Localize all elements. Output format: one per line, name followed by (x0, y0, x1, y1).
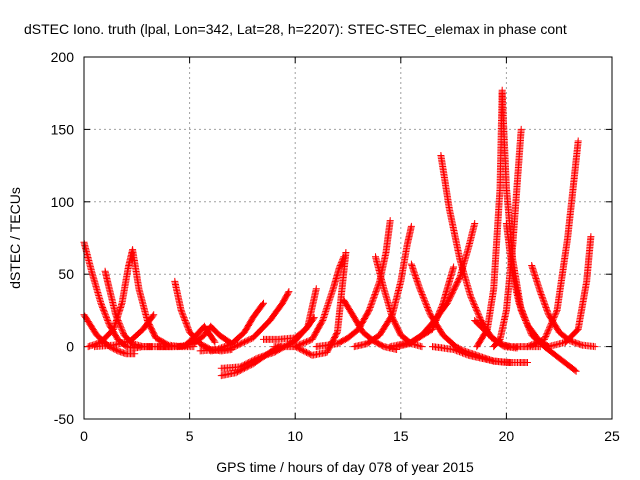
series-29 (502, 220, 553, 351)
grid-lines (84, 57, 612, 419)
series-3-markers (101, 267, 177, 351)
y-tick-label: 50 (58, 266, 74, 282)
series-10 (207, 288, 293, 355)
series-14 (270, 253, 348, 351)
series-13 (260, 314, 318, 343)
y-tick-label: 200 (51, 49, 75, 65)
series-5-markers (91, 311, 158, 351)
series-5 (91, 311, 158, 351)
series-29-markers (502, 220, 553, 351)
series-14-markers (270, 253, 348, 351)
series-8-markers (154, 322, 236, 351)
series-3 (101, 267, 177, 351)
y-tick-label: 150 (51, 121, 75, 137)
chart-title: dSTEC Iono. truth (lpal, Lon=342, Lat=28… (24, 21, 567, 37)
x-tick-label: 0 (80, 428, 88, 444)
data-points (80, 86, 599, 380)
y-tick-label: -50 (54, 411, 74, 427)
x-tick-label: 10 (287, 428, 303, 444)
series-30 (528, 262, 599, 351)
x-tick-label: 5 (186, 428, 194, 444)
series-10-markers (207, 288, 293, 355)
x-tick-label: 15 (393, 428, 409, 444)
y-tick-label: 0 (66, 339, 74, 355)
x-tick-label: 25 (604, 428, 620, 444)
series-31 (524, 137, 582, 351)
series-8 (154, 322, 236, 351)
y-tick-label: 100 (51, 194, 75, 210)
x-tick-label: 20 (499, 428, 515, 444)
x-axis-label: GPS time / hours of day 078 of year 2015 (216, 459, 474, 475)
series-24-markers (429, 343, 531, 366)
series-32-markers (545, 233, 595, 351)
series-31-markers (524, 137, 582, 351)
series-30-markers (528, 262, 599, 351)
series-32 (545, 233, 595, 351)
plot-border (83, 56, 613, 420)
series-24 (429, 343, 531, 366)
series-13-markers (260, 314, 318, 343)
axis-ticks: 0 5 10 15 20 25 -50 0 50 100 150 200 (51, 49, 620, 444)
y-axis-label: dSTEC / TECUs (7, 187, 23, 289)
